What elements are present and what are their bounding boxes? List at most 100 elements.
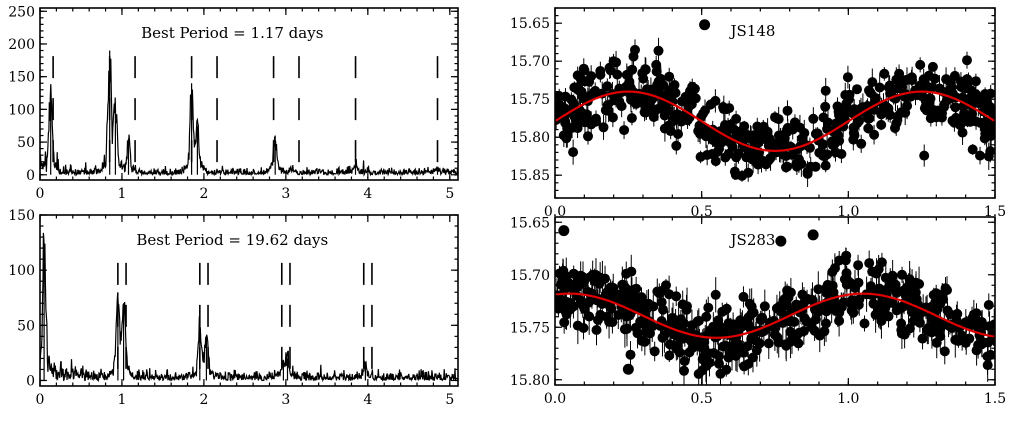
- data-point: [830, 147, 841, 158]
- data-point: [962, 55, 972, 66]
- x-tick-label: 5: [445, 186, 454, 202]
- data-point: [868, 298, 879, 309]
- data-point: [950, 334, 961, 345]
- data-point: [703, 129, 714, 140]
- data-point: [961, 334, 972, 345]
- best-period-title: Best Period = 1.17 days: [141, 24, 323, 42]
- data-point: [572, 282, 583, 292]
- data-point: [555, 91, 565, 101]
- data-point: [829, 263, 840, 274]
- data-point: [641, 303, 652, 314]
- star-name-label: JS283: [729, 231, 776, 249]
- y-tick-label: 0: [26, 168, 35, 184]
- data-point: [773, 114, 784, 125]
- data-point: [975, 150, 985, 161]
- y-tick-label: 200: [8, 37, 35, 53]
- data-point: [651, 59, 662, 70]
- y-tick-label: 15.75: [510, 320, 550, 336]
- data-point: [591, 325, 602, 335]
- data-point: [730, 169, 741, 180]
- data-point: [827, 280, 838, 291]
- x-tick-label: 0: [36, 186, 45, 202]
- data-point: [914, 279, 925, 289]
- x-tick-label: 1.5: [984, 391, 1006, 407]
- data-point: [782, 105, 793, 116]
- data-point: [583, 115, 594, 126]
- data-point: [746, 309, 757, 320]
- data-point: [619, 324, 630, 335]
- data-point: [625, 349, 636, 360]
- data-point: [576, 295, 587, 306]
- data-point: [781, 339, 791, 350]
- data-point: [844, 89, 855, 100]
- data-point: [710, 289, 721, 300]
- data-point: [763, 338, 774, 349]
- data-point: [595, 66, 606, 76]
- data-point: [572, 82, 583, 93]
- data-point: [657, 332, 668, 343]
- data-point: [692, 316, 703, 327]
- data-point: [682, 301, 692, 312]
- data-point: [724, 321, 735, 332]
- x-tick-label: 2: [199, 392, 208, 408]
- data-point: [885, 110, 896, 120]
- data-point: [985, 146, 995, 157]
- data-point: [714, 321, 724, 332]
- data-point: [931, 288, 942, 299]
- x-tick-label: 0: [36, 392, 45, 408]
- data-point: [883, 311, 894, 322]
- data-point: [559, 317, 570, 328]
- data-point: [841, 98, 852, 109]
- data-point: [879, 68, 890, 79]
- data-point: [694, 127, 705, 138]
- data-point: [906, 72, 917, 83]
- data-point: [715, 368, 726, 379]
- plot-frame: [39, 214, 459, 387]
- data-point: [871, 268, 882, 279]
- x-tick-label: 4: [363, 186, 372, 202]
- plot-frame: [39, 7, 459, 181]
- data-point: [818, 112, 829, 123]
- data-point: [568, 268, 579, 279]
- data-point: [626, 94, 636, 105]
- data-point: [743, 359, 754, 369]
- data-point: [859, 318, 870, 329]
- x-tick-label: 2: [199, 186, 208, 202]
- data-point: [572, 123, 583, 134]
- data-point: [970, 76, 981, 87]
- data-point: [664, 339, 675, 350]
- data-point: [756, 155, 767, 166]
- data-point: [927, 104, 938, 115]
- data-point: [820, 85, 831, 96]
- data-point: [802, 293, 813, 304]
- data-point: [980, 89, 991, 99]
- data-point: [644, 322, 655, 333]
- data-point: [699, 341, 709, 352]
- data-point: [626, 113, 637, 124]
- data-point: [779, 133, 790, 144]
- data-point: [560, 116, 571, 127]
- data-point: [986, 130, 995, 141]
- data-point: [603, 105, 614, 116]
- data-point: [613, 310, 624, 320]
- data-point: [813, 284, 824, 295]
- data-point: [931, 112, 942, 123]
- data-point: [845, 277, 856, 288]
- data-point: [743, 167, 754, 178]
- data-point: [822, 149, 833, 160]
- data-point: [644, 98, 655, 109]
- data-point: [659, 110, 670, 121]
- x-tick-label: 5: [445, 392, 454, 408]
- y-tick-label: 15.85: [510, 168, 550, 184]
- x-tick-label: 0.0: [544, 391, 566, 407]
- data-point: [973, 340, 984, 350]
- data-point: [981, 100, 992, 111]
- data-point: [687, 342, 698, 353]
- data-point: [724, 103, 735, 114]
- data-point: [832, 101, 843, 112]
- outlier-point: [558, 225, 570, 237]
- periodogram-power-line: [40, 50, 458, 177]
- data-point: [962, 116, 973, 127]
